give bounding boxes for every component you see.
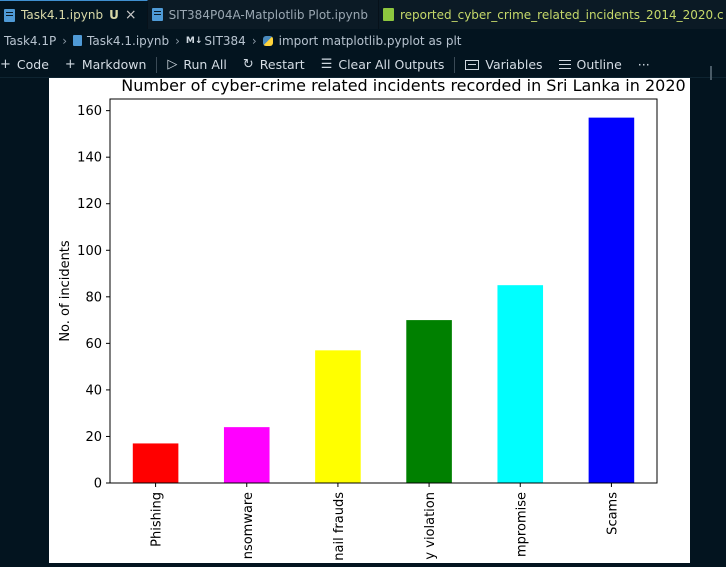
cell-output: Number of cyber-crime related incidents … — [49, 76, 690, 563]
outline-button[interactable]: Outline — [551, 52, 630, 78]
toolbar-divider — [156, 56, 158, 73]
bar-privacy-violation — [406, 320, 452, 483]
tab-label: SIT384P04A-Matplotlib Plot.ipynb — [168, 7, 368, 22]
y-tick-label: 20 — [85, 430, 102, 445]
button-label: Markdown — [81, 57, 147, 72]
plus-icon: + — [64, 57, 76, 72]
restart-icon: ↻ — [242, 57, 254, 72]
tab-label: reported_cyber_crime_related_incidents_2… — [399, 7, 724, 22]
more-actions-button[interactable]: ··· — [630, 52, 658, 78]
toolbar-divider — [454, 56, 456, 73]
button-label: Variables — [485, 57, 543, 72]
breadcrumb: Task4.1P › Task4.1.ipynb › M↓ SIT384 › i… — [0, 29, 726, 52]
bar-chart: Number of cyber-crime related incidents … — [58, 76, 686, 561]
bar-phishing — [132, 443, 179, 483]
x-tick-label: nsomware — [241, 492, 256, 559]
y-tick-label: 140 — [77, 151, 102, 166]
notebook-file-icon — [73, 35, 83, 46]
y-tick-label: 60 — [85, 337, 102, 352]
x-tick-label: y violation — [423, 492, 438, 560]
button-label: Run All — [183, 57, 227, 72]
scrollbar-marker — [710, 66, 712, 80]
button-label: Outline — [576, 57, 622, 72]
button-label: Clear All Outputs — [338, 57, 445, 72]
breadcrumb-file[interactable]: Task4.1.ipynb — [87, 33, 170, 48]
notebook-toolbar: + Code + Markdown ▷ Run All ↻ Restart ☰ … — [0, 52, 726, 78]
chevron-right-icon: › — [175, 33, 180, 48]
markdown-icon: M↓ — [185, 35, 203, 46]
x-tick-label: Scams — [605, 492, 620, 535]
button-label: Restart — [259, 57, 305, 72]
editor-tab-bar: Task4.1.ipynb U × SIT384P04A-Matplotlib … — [0, 0, 726, 29]
y-tick-label: 40 — [85, 383, 102, 398]
notebook-file-icon — [4, 8, 15, 22]
bar-scams — [588, 117, 635, 484]
chevron-right-icon: › — [62, 33, 68, 48]
breadcrumb-section[interactable]: SIT384 — [204, 33, 246, 48]
y-axis-label: No. of incidents — [58, 240, 73, 342]
chevron-right-icon: › — [251, 33, 257, 48]
notebook-file-icon — [151, 8, 163, 21]
tab-task4-notebook[interactable]: Task4.1.ipynb U × — [0, 0, 148, 29]
button-label: Code — [16, 57, 49, 72]
plus-icon: + — [0, 57, 11, 72]
modified-badge: U — [109, 8, 119, 22]
plot-frame — [109, 98, 658, 484]
x-tick-label: mpromise — [514, 492, 529, 557]
y-tick-label: 0 — [94, 477, 102, 492]
tab-label: Task4.1.ipynb — [21, 8, 104, 22]
close-icon[interactable]: × — [124, 7, 137, 23]
csv-file-icon — [382, 8, 394, 21]
bar-ransomware — [223, 427, 270, 483]
breadcrumb-cell[interactable]: import matplotlib.pyplot as plt — [278, 33, 462, 48]
y-tick-label: 160 — [77, 104, 102, 119]
breadcrumb-folder[interactable]: Task4.1P — [4, 33, 57, 48]
add-markdown-cell-button[interactable]: + Markdown — [57, 52, 154, 78]
more-icon: ··· — [637, 57, 650, 72]
clear-outputs-icon: ☰ — [320, 57, 333, 72]
run-all-button[interactable]: ▷ Run All — [159, 52, 234, 78]
variables-icon — [465, 59, 480, 70]
x-tick-label: Phishing — [150, 492, 165, 547]
bar-email-frauds — [315, 350, 361, 483]
add-code-cell-button[interactable]: + Code — [0, 52, 57, 78]
chart-title: Number of cyber-crime related incidents … — [121, 78, 685, 95]
x-tick-label: nail frauds — [332, 492, 347, 561]
tab-csv-file[interactable]: reported_cyber_crime_related_incidents_2… — [379, 0, 726, 29]
outline-icon — [558, 60, 571, 69]
y-tick-label: 80 — [85, 290, 102, 305]
run-all-icon: ▷ — [167, 57, 178, 72]
python-icon — [262, 35, 273, 46]
restart-button[interactable]: ↻ Restart — [235, 52, 313, 78]
y-tick-label: 120 — [77, 197, 102, 212]
clear-all-outputs-button[interactable]: ☰ Clear All Outputs — [313, 52, 453, 78]
bar-web-compromise — [497, 285, 544, 483]
variables-button[interactable]: Variables — [457, 52, 550, 78]
tab-matplotlib-notebook[interactable]: SIT384P04A-Matplotlib Plot.ipynb — [148, 0, 379, 29]
y-tick-label: 100 — [77, 244, 102, 259]
